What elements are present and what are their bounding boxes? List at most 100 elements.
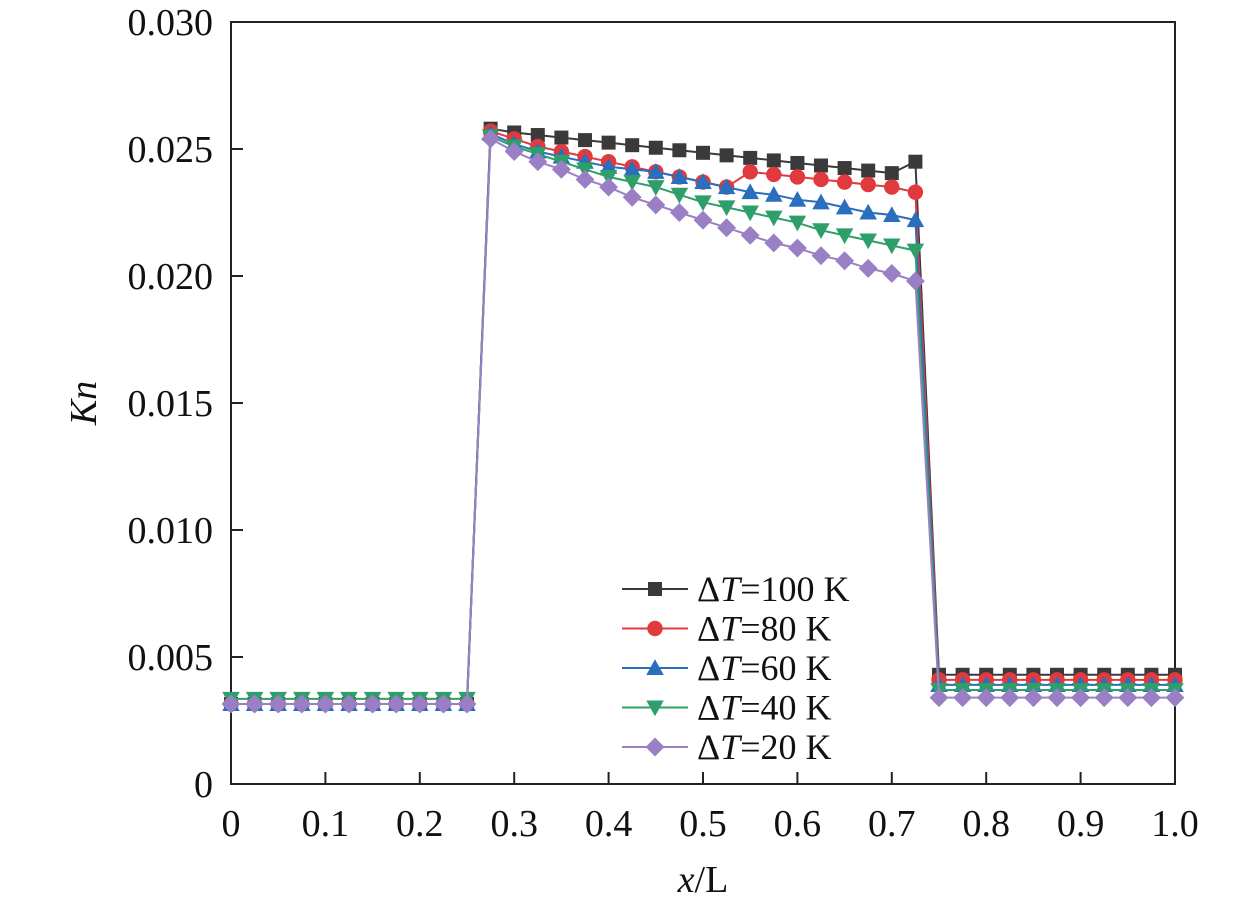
data-point bbox=[221, 694, 241, 714]
data-point bbox=[812, 223, 830, 240]
x-tick-label: 0.6 bbox=[774, 803, 822, 845]
data-point bbox=[717, 200, 736, 217]
legend-label: ΔT=60 K bbox=[697, 648, 832, 688]
y-tick-label: 0.015 bbox=[128, 383, 214, 425]
y-tick-label: 0.020 bbox=[128, 256, 214, 298]
y-tick-label: 0.005 bbox=[128, 637, 214, 679]
data-point bbox=[835, 228, 854, 245]
x-axis-title: x/L bbox=[677, 859, 729, 901]
data-point bbox=[717, 178, 736, 195]
data-point bbox=[696, 145, 710, 160]
data-point bbox=[647, 180, 665, 196]
y-tick-label: 0 bbox=[194, 764, 213, 806]
data-point bbox=[1000, 688, 1020, 708]
data-point bbox=[623, 160, 641, 177]
data-point bbox=[859, 233, 877, 250]
data-point bbox=[646, 195, 666, 215]
data-point bbox=[858, 258, 878, 278]
data-point bbox=[363, 694, 383, 714]
data-point bbox=[719, 148, 734, 163]
data-point bbox=[812, 193, 830, 210]
data-point bbox=[647, 163, 665, 179]
legend-item: ΔT=80 K bbox=[622, 609, 832, 649]
data-point bbox=[386, 694, 406, 714]
data-point bbox=[929, 688, 949, 708]
data-point bbox=[669, 203, 689, 222]
data-point bbox=[601, 135, 616, 150]
x-tick-label: 0.7 bbox=[868, 803, 916, 845]
data-point bbox=[788, 215, 807, 232]
data-point bbox=[743, 150, 758, 165]
x-tick-label: 0.3 bbox=[490, 803, 538, 845]
data-point bbox=[670, 168, 689, 184]
data-point bbox=[1023, 688, 1043, 708]
legend-label: ΔT=100 K bbox=[697, 569, 850, 609]
data-point bbox=[1047, 688, 1067, 708]
data-point bbox=[623, 175, 641, 191]
x-tick-label: 0.2 bbox=[396, 803, 444, 845]
legend-label: ΔT=20 K bbox=[697, 727, 832, 767]
data-point bbox=[813, 171, 829, 188]
data-point bbox=[339, 694, 359, 714]
data-point bbox=[906, 211, 925, 228]
data-point bbox=[742, 164, 758, 180]
x-axis-title-italic: x bbox=[677, 859, 695, 901]
data-point bbox=[835, 198, 854, 215]
y-axis-title: Kn bbox=[63, 381, 105, 426]
y-tick-label: 0.025 bbox=[128, 129, 214, 171]
data-point bbox=[1165, 688, 1185, 708]
data-point bbox=[741, 205, 759, 222]
x-tick-label: 1.0 bbox=[1151, 803, 1199, 845]
data-point bbox=[883, 206, 901, 223]
data-point bbox=[599, 177, 619, 197]
x-tick-label: 0.5 bbox=[679, 803, 727, 845]
data-point bbox=[694, 173, 712, 190]
data-point bbox=[905, 271, 925, 291]
data-point bbox=[551, 159, 571, 179]
data-point bbox=[884, 166, 899, 181]
y-tick-label: 0.010 bbox=[128, 510, 214, 552]
data-point bbox=[906, 243, 925, 260]
data-point bbox=[622, 187, 642, 207]
data-point bbox=[907, 184, 924, 200]
data-point bbox=[292, 694, 312, 714]
data-point bbox=[766, 166, 782, 183]
x-tick-label: 0 bbox=[222, 803, 241, 845]
data-point bbox=[315, 694, 335, 714]
data-point bbox=[976, 688, 996, 708]
data-point bbox=[788, 191, 807, 207]
data-point bbox=[787, 238, 807, 258]
legend-item: ΔT=40 K bbox=[622, 688, 832, 728]
data-point bbox=[740, 225, 760, 245]
data-point bbox=[433, 694, 453, 714]
data-point bbox=[717, 218, 737, 238]
legend-marker bbox=[646, 659, 664, 675]
legend-item: ΔT=100 K bbox=[622, 569, 850, 609]
data-point bbox=[504, 142, 524, 161]
axes: 0 0.1 0.2 0.3 0.4 0.5 0.6 0.7 0.8 0.9 1.0 0 0.005 0.0… bbox=[128, 2, 1199, 845]
data-point bbox=[1094, 688, 1114, 708]
series-5 bbox=[221, 129, 1185, 714]
data-point bbox=[672, 143, 687, 158]
data-point bbox=[1071, 688, 1091, 708]
x-tick-label: 0.4 bbox=[585, 803, 633, 845]
data-point bbox=[882, 264, 902, 283]
legend-marker bbox=[647, 620, 663, 637]
series-group bbox=[221, 121, 1185, 714]
data-point bbox=[765, 185, 783, 202]
legend-marker bbox=[648, 582, 662, 596]
data-point bbox=[410, 694, 430, 714]
y-tick-label: 0.030 bbox=[128, 2, 214, 44]
legend-marker bbox=[645, 737, 665, 757]
data-point bbox=[578, 133, 592, 148]
data-point bbox=[741, 183, 759, 200]
data-point bbox=[245, 694, 265, 714]
x-tick-label: 0.8 bbox=[962, 803, 1010, 845]
data-point bbox=[861, 163, 876, 178]
legend: ΔT=100 KΔT=80 KΔT=60 KΔT=40 KΔT=20 K bbox=[622, 569, 850, 767]
x-axis-title-rest: /L bbox=[695, 859, 729, 901]
data-point bbox=[953, 688, 973, 708]
x-tick-label: 0.1 bbox=[302, 803, 350, 845]
legend-marker bbox=[646, 700, 664, 717]
